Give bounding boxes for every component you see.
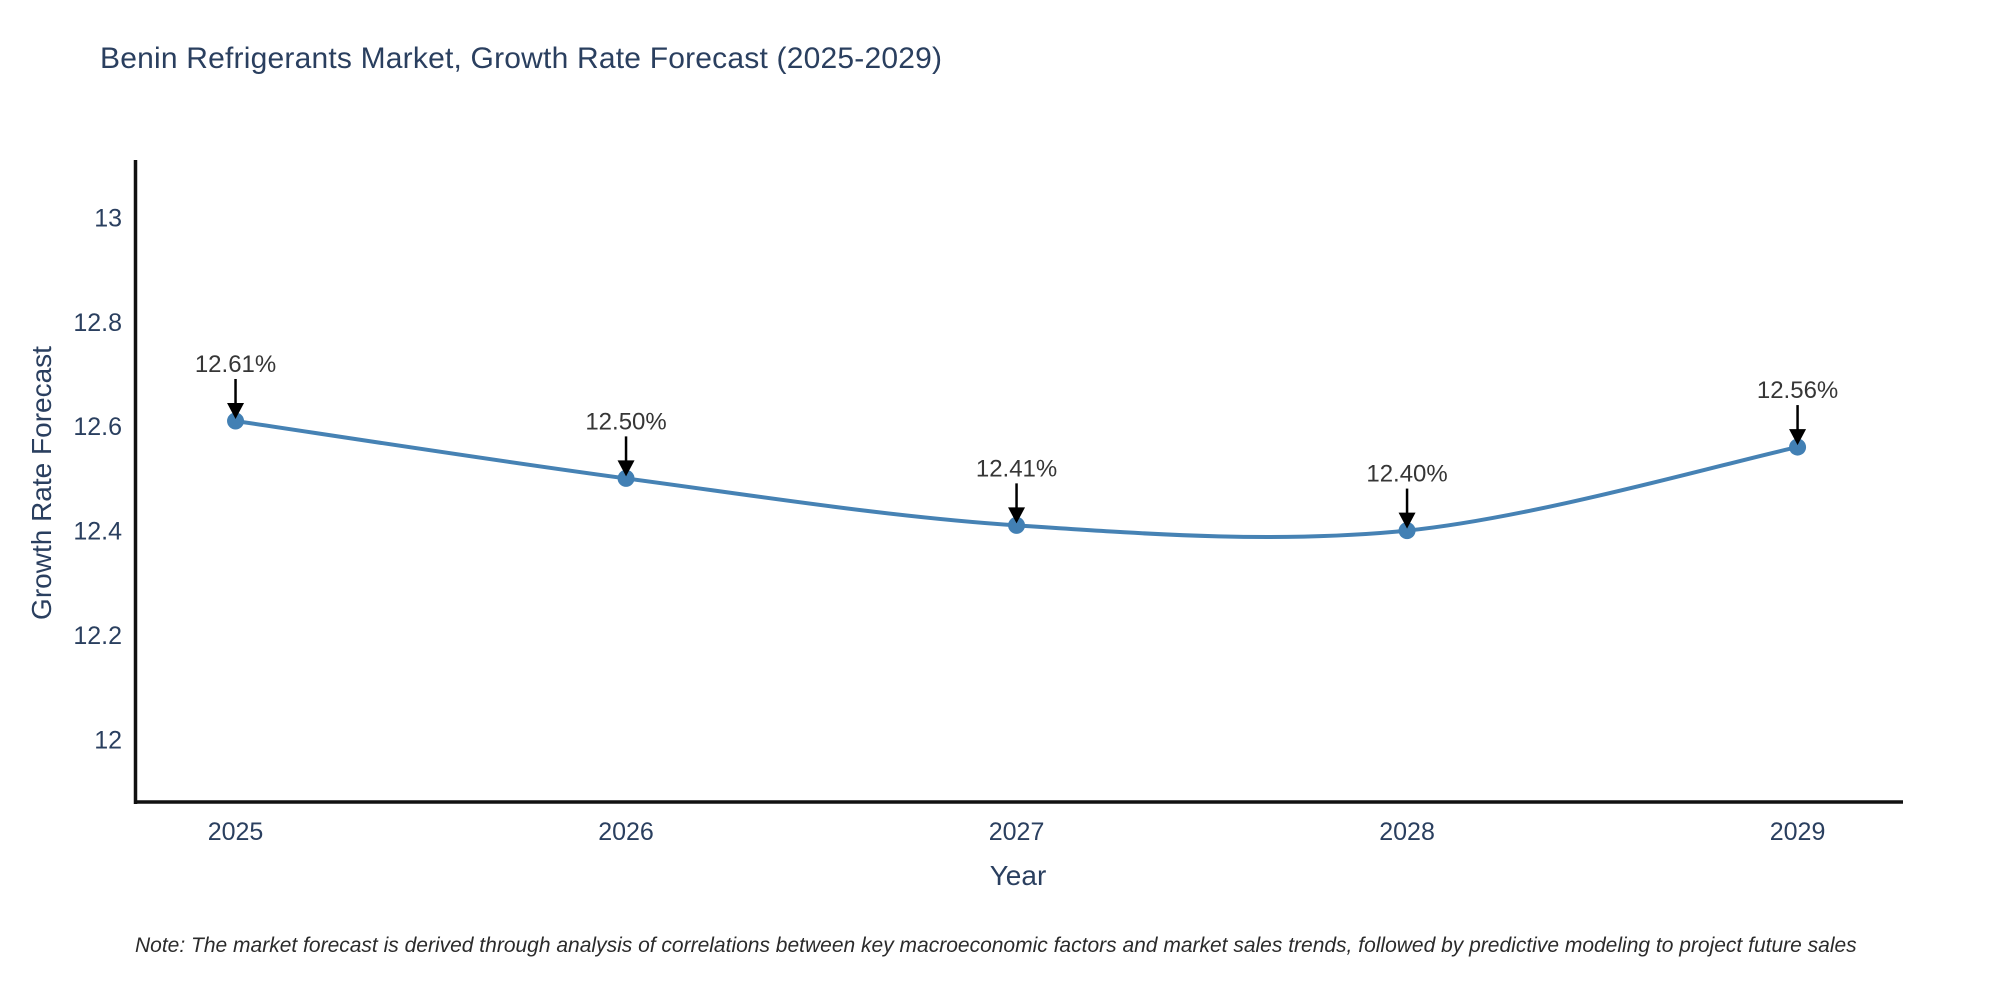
point-annotation: 12.50% [585, 408, 666, 435]
annotation-arrowhead [617, 460, 635, 477]
annotation-arrowhead [1008, 507, 1026, 524]
y-tick-label: 12.8 [73, 309, 122, 337]
y-tick-label: 12 [94, 726, 122, 754]
y-tick-label: 12.2 [73, 622, 122, 650]
data-point-2026[interactable] [617, 469, 635, 487]
x-tick-label: 2029 [1770, 818, 1826, 846]
data-point-2028[interactable] [1398, 522, 1416, 540]
x-axis-title: Year [989, 860, 1047, 891]
y-tick-label: 12.6 [73, 413, 122, 441]
x-tick-label: 2027 [989, 818, 1045, 846]
annotation-arrowhead [227, 402, 245, 419]
point-annotation: 12.40% [1366, 461, 1447, 488]
chart-title: Benin Refrigerants Market, Growth Rate F… [100, 42, 943, 75]
point-annotation: 12.56% [1757, 377, 1838, 404]
y-tick-label: 13 [94, 204, 122, 232]
data-point-2025[interactable] [227, 412, 245, 430]
annotation-arrowhead [1398, 512, 1416, 529]
data-point-2029[interactable] [1789, 438, 1807, 456]
annotation-arrowhead [1789, 429, 1807, 446]
footnote: Note: The market forecast is derived thr… [135, 934, 1857, 957]
x-tick-label: 2025 [208, 818, 264, 846]
x-tick-label: 2028 [1379, 818, 1435, 846]
point-annotation: 12.41% [976, 455, 1057, 482]
data-point-2027[interactable] [1008, 516, 1026, 534]
x-tick-label: 2026 [598, 818, 654, 846]
y-tick-label: 12.4 [73, 518, 122, 546]
point-annotation: 12.61% [195, 351, 276, 378]
